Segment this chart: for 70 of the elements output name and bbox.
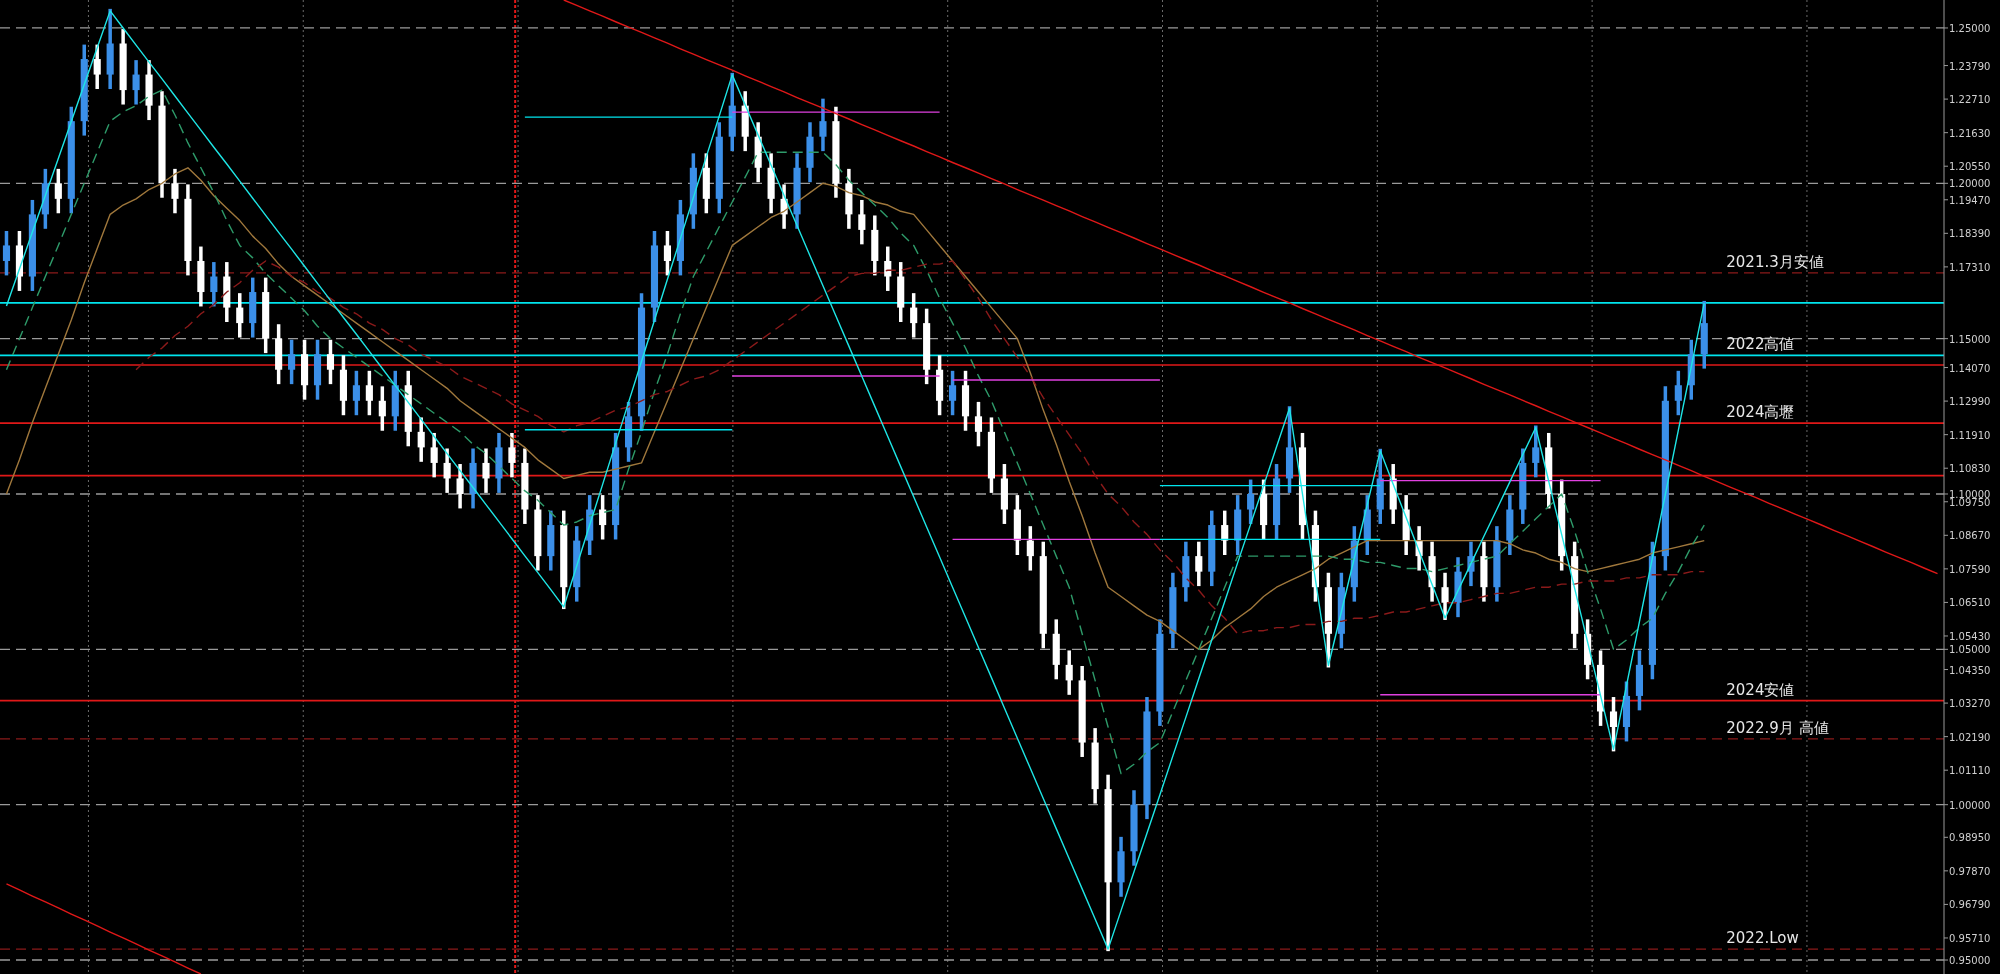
candlestick <box>417 417 425 462</box>
y-tick-label: 1.05430 <box>1949 630 1991 642</box>
candlestick <box>1026 526 1034 571</box>
y-tick-label: 1.05000 <box>1949 644 1991 656</box>
y-tick-label: 1.03270 <box>1949 698 1991 710</box>
y-tick-label: 1.20550 <box>1949 161 1991 173</box>
ref-line-label: 2022.Low <box>1726 929 1799 948</box>
ref-line-label: 2024高壢 <box>1726 403 1795 422</box>
y-tick-label: 1.02190 <box>1949 731 1991 743</box>
y-tick-label: 1.12990 <box>1949 396 1991 408</box>
candlestick <box>288 339 296 385</box>
candlestick <box>599 495 607 540</box>
y-tick-label: 1.18390 <box>1949 228 1991 240</box>
candlestick <box>54 167 62 214</box>
y-tick-label: 1.20000 <box>1949 178 1991 190</box>
y-tick-label: 0.98950 <box>1949 832 1991 844</box>
y-tick-label: 0.96790 <box>1949 899 1991 911</box>
candlestick <box>171 167 179 214</box>
candlestick <box>93 44 101 89</box>
candlestick <box>858 198 866 245</box>
y-tick-label: 1.21630 <box>1949 127 1991 139</box>
y-tick-label: 1.07590 <box>1949 563 1991 575</box>
candlestick <box>949 370 957 416</box>
candlestick <box>508 431 516 478</box>
candlestick <box>1609 697 1618 752</box>
y-tick-label: 1.15000 <box>1949 333 1991 345</box>
y-tick-label: 1.00000 <box>1949 799 1991 811</box>
candlestick <box>1441 572 1449 620</box>
y-tick-label: 1.19470 <box>1949 194 1991 206</box>
candlestick <box>132 60 140 105</box>
candlestick <box>210 262 218 307</box>
candlestick <box>236 293 244 338</box>
candlestick <box>1674 370 1682 416</box>
y-tick-label: 1.25000 <box>1949 22 1991 34</box>
candlestick <box>974 400 983 447</box>
candlestick <box>482 448 490 493</box>
candlestick <box>1221 510 1229 556</box>
candlestick <box>1247 479 1255 524</box>
candlestick <box>2 231 11 276</box>
y-tick-label: 1.10830 <box>1949 463 1991 475</box>
candlestick <box>378 386 386 431</box>
y-tick-label: 0.97870 <box>1949 865 1991 877</box>
candlestick <box>1195 541 1203 588</box>
candlestick <box>443 448 451 493</box>
candlestick <box>1065 650 1073 695</box>
ref-line-label: 2024安値 <box>1726 680 1795 699</box>
candlestick <box>326 339 335 385</box>
y-tick-label: 1.14070 <box>1949 362 1991 374</box>
candlestick <box>430 431 438 478</box>
y-tick-label: 1.23790 <box>1949 60 1991 72</box>
y-tick-label: 1.08670 <box>1949 530 1991 542</box>
candlestick <box>884 246 892 291</box>
y-tick-label: 0.95000 <box>1949 955 1991 967</box>
y-tick-label: 0.95710 <box>1949 932 1991 944</box>
candlestick <box>819 98 827 152</box>
y-tick-label: 1.17310 <box>1949 261 1991 273</box>
y-tick-label: 1.22710 <box>1949 94 1991 106</box>
ref-line-label: 2022高値 <box>1726 335 1795 354</box>
candlestick <box>352 370 360 416</box>
candlestick <box>663 231 671 276</box>
candlestick <box>456 464 464 509</box>
y-tick-label: 1.06510 <box>1949 597 1991 609</box>
candlestick <box>365 370 373 416</box>
candlestick <box>1532 425 1540 478</box>
y-tick-label: 1.04350 <box>1949 664 1991 676</box>
ref-line-label: 2021.3月安値 <box>1726 252 1824 271</box>
y-tick-label: 1.01110 <box>1949 765 1991 777</box>
y-tick-label: 1.11910 <box>1949 429 1991 441</box>
candlestick <box>910 293 918 338</box>
ref-line-label: 2022.9月 高値 <box>1726 718 1829 737</box>
